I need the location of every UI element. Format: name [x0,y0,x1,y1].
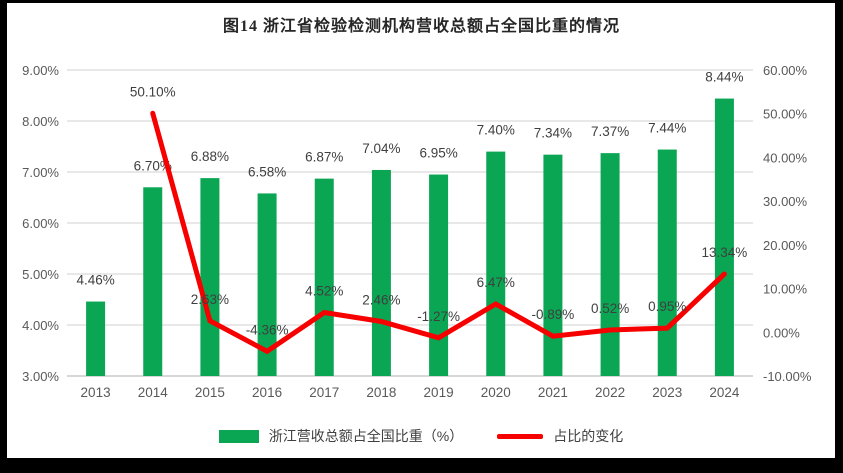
line-label-2023: 0.95% [648,299,686,314]
line-label-2022: 0.52% [591,301,629,316]
x-tick-2019: 2019 [424,385,454,400]
bar-label-2020: 7.40% [477,123,515,138]
line-label-2016: -4.36% [246,322,289,337]
left-axis-tick: 3.00% [22,369,59,384]
change-line [150,110,727,355]
x-tick-2014: 2014 [138,385,169,400]
line-label-2019: -1.27% [417,309,460,324]
bar-label-2014: 6.70% [134,158,172,173]
right-axis-tick: 30.00% [763,194,808,209]
bar-2020 [486,151,506,376]
x-tick-2022: 2022 [595,385,625,400]
left-axis-tick: 5.00% [22,267,59,282]
right-axis-tick: -10.00% [763,369,812,384]
x-tick-2021: 2021 [538,385,568,400]
x-tick-2024: 2024 [709,385,740,400]
bar-label-2015: 6.88% [191,149,229,164]
bar-label-2024: 8.44% [705,70,743,85]
bar-2022 [600,153,620,376]
bar-2013 [86,301,106,376]
line-label-2021: -0.89% [532,307,575,322]
left-axis-tick: 6.00% [22,216,59,231]
line-label-2017: 4.52% [305,284,343,299]
bar-label-2013: 4.46% [76,273,114,288]
bar-label-2017: 6.87% [305,150,343,165]
x-tick-2015: 2015 [195,385,225,400]
right-axis-tick: 60.00% [763,63,808,78]
x-tick-2016: 2016 [252,385,282,400]
line-label-2024: 13.34% [702,245,748,260]
line-label-2014: 50.10% [130,84,176,99]
bar-label-2018: 7.04% [362,141,400,156]
right-axis-tick: 10.00% [763,282,808,297]
legend-line-swatch-icon [497,433,544,439]
line-label-2015: 2.63% [191,292,229,307]
x-tick-2018: 2018 [366,385,396,400]
legend-line-label: 占比的变化 [553,428,624,444]
right-axis-tick: 0.00% [763,325,800,340]
line-label-2020: 6.47% [477,275,515,290]
line-label-2018: 2.46% [362,293,400,308]
left-axis-tick: 8.00% [22,114,59,129]
legend-bar-label: 浙江营收总额占全国比重（%） [268,428,464,444]
bar-label-2022: 7.37% [591,124,629,139]
right-axis-tick: 40.00% [763,150,808,165]
left-axis-tick: 4.00% [22,318,59,333]
legend-bar-swatch-icon [218,429,259,443]
bar-2024 [714,98,734,376]
x-tick-2023: 2023 [652,385,682,400]
bar-label-2016: 6.58% [248,164,286,179]
x-tick-2017: 2017 [309,385,339,400]
bar-label-2019: 6.95% [419,146,457,161]
bar-2021 [543,154,563,376]
bar-2018 [371,169,391,376]
legend: 浙江营收总额占全国比重（%） 占比的变化 [7,426,835,446]
left-axis-tick: 9.00% [22,63,59,78]
bar-label-2023: 7.44% [648,121,686,136]
bar-2014 [143,187,163,376]
bar-2017 [314,178,334,376]
bar-label-2021: 7.34% [534,126,572,141]
x-tick-2013: 2013 [81,385,111,400]
right-axis-tick: 20.00% [763,238,808,253]
bar-2023 [657,149,677,376]
right-axis-tick: 50.00% [763,107,808,122]
x-tick-2020: 2020 [481,385,511,400]
bar-2015 [200,178,220,376]
chart-title: 图14 浙江省检验检测机构营收总额占全国比重的情况 [222,18,620,35]
bar-2019 [429,174,449,376]
left-axis-tick: 7.00% [22,165,59,180]
bar-2016 [257,193,277,376]
